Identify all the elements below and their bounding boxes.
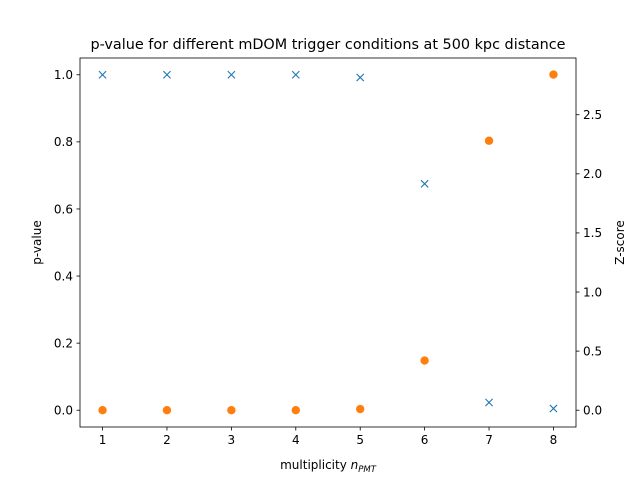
y-left-tick-label: 0.0 [54,404,73,418]
x-axis: 1 2 3 4 5 6 7 8 [99,427,558,447]
y-right-tick-label: 0.0 [583,404,602,418]
x-marker-point [356,73,365,82]
y-axis-label-left: p-value [30,220,44,264]
x-marker-point [162,70,171,79]
y-right-tick-label: 0.5 [583,344,602,358]
x-marker-point [98,70,107,79]
x-axis-label-var: n [351,458,359,472]
circle-marker-point [420,356,429,365]
x-axis-label-base: multiplicity [280,458,351,472]
y-left-tick-label: 0.8 [54,135,73,149]
x-tick-label: 1 [99,433,107,447]
x-marker-point [549,404,558,413]
y-right-tick-label: 1.5 [583,226,602,240]
circle-marker-point [484,136,494,145]
x-tick-label: 3 [228,433,236,447]
x-tick-label: 8 [550,433,558,447]
x-marker-point [485,398,494,407]
left-axis: 0.0 0.2 0.4 0.6 0.8 1.0 [54,68,80,418]
data-marks [98,70,558,415]
x-tick-label: 2 [163,433,171,447]
x-tick-label: 7 [485,433,493,447]
plot-area [79,57,577,428]
y-left-tick-label: 1.0 [54,68,73,82]
circle-marker-point [549,70,558,79]
x-axis-label-sub: PMT [358,465,376,475]
circle-marker-point [162,406,172,415]
x-tick-label: 6 [421,433,429,447]
x-marker-point [227,70,236,79]
chart-title: p-value for different mDOM trigger condi… [90,37,565,53]
x-marker-point [420,179,429,188]
x-marker-point [291,70,300,79]
y-left-tick-label: 0.6 [54,202,73,216]
circle-marker-point [227,406,236,415]
y-right-tick-label: 2.0 [583,167,602,181]
y-left-tick-label: 0.4 [54,269,73,283]
x-tick-label: 5 [356,433,364,447]
circle-marker-point [98,406,107,415]
x-axis-label: multiplicity nPMT [280,458,377,475]
x-tick-label: 4 [292,433,300,447]
y-right-tick-label: 2.5 [583,108,602,122]
y-left-tick-label: 0.2 [54,336,73,350]
y-axis-label-right: Z-score [613,220,627,265]
y-right-tick-label: 1.0 [583,285,602,299]
right-axis: 0.0 0.5 1.0 1.5 2.0 2.5 [576,108,602,418]
circle-marker-point [291,406,300,415]
circle-marker-point [356,404,365,414]
